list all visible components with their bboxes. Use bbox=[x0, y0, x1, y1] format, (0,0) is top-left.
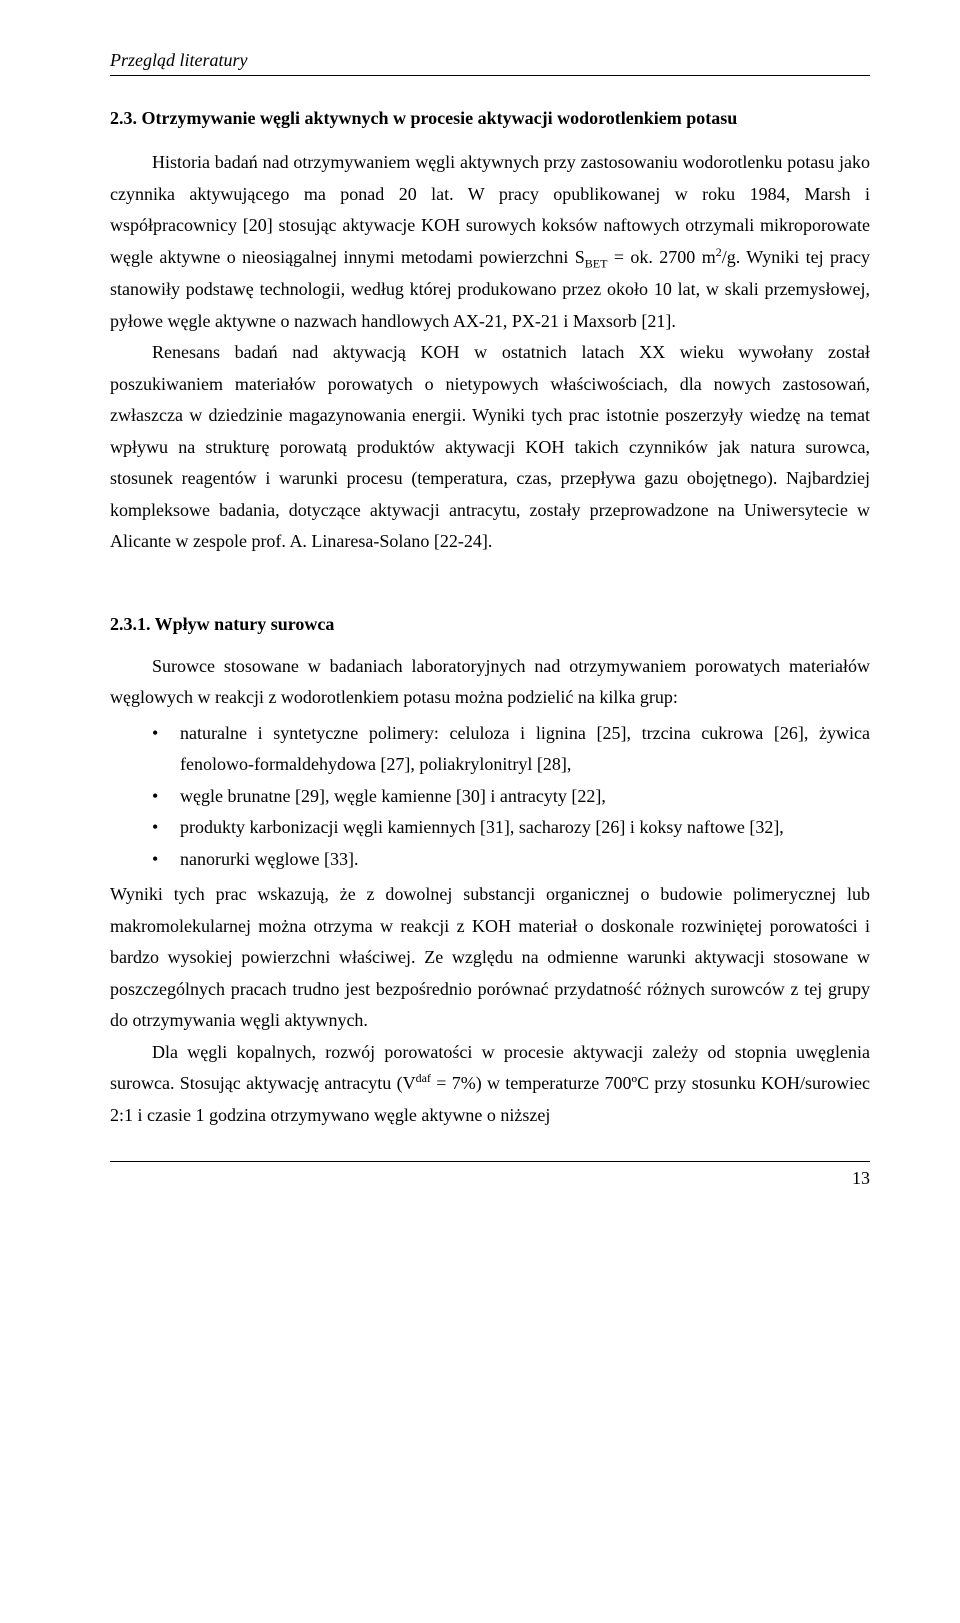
paragraph-2: Renesans badań nad aktywacją KOH w ostat… bbox=[110, 337, 870, 558]
running-title-text: Przegląd literatury bbox=[110, 50, 248, 70]
superscript-daf: daf bbox=[416, 1071, 431, 1085]
after-bullets-paragraph: Wyniki tych prac wskazują, że z dowolnej… bbox=[110, 879, 870, 1037]
bullet-item: produkty karbonizacji węgli kamiennych [… bbox=[152, 812, 870, 844]
section-title: 2.3. Otrzymywanie węgli aktywnych w proc… bbox=[110, 108, 870, 129]
subsection-intro: Surowce stosowane w badaniach laboratory… bbox=[110, 651, 870, 714]
running-header: Przegląd literatury bbox=[110, 50, 870, 76]
bullet-item: naturalne i syntetyczne polimery: celulo… bbox=[152, 718, 870, 781]
final-paragraph: Dla węgli kopalnych, rozwój porowatości … bbox=[110, 1037, 870, 1132]
bullet-item: węgle brunatne [29], węgle kamienne [30]… bbox=[152, 781, 870, 813]
paragraph-1: Historia badań nad otrzymywaniem węgli a… bbox=[110, 147, 870, 337]
section-gap bbox=[110, 558, 870, 614]
bullet-list: naturalne i syntetyczne polimery: celulo… bbox=[110, 718, 870, 876]
page-number: 13 bbox=[852, 1168, 870, 1188]
subscript-bet: BET bbox=[585, 256, 608, 270]
bullet-item: nanorurki węglowe [33]. bbox=[152, 844, 870, 876]
page-footer: 13 bbox=[110, 1161, 870, 1189]
subsection-title: 2.3.1. Wpływ natury surowca bbox=[110, 614, 870, 635]
paragraph-1-text-2: = ok. 2700 m bbox=[607, 247, 715, 267]
